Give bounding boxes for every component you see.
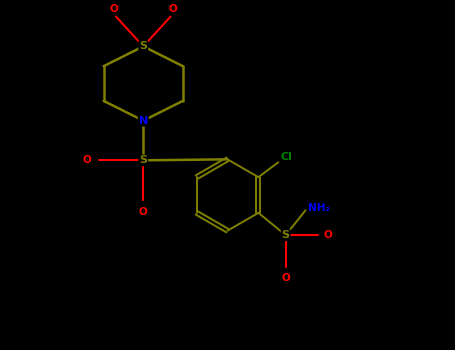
Text: N: N	[139, 116, 148, 126]
Text: O: O	[281, 273, 290, 283]
Text: NH₂: NH₂	[308, 203, 330, 213]
Text: S: S	[282, 230, 290, 240]
Text: O: O	[82, 155, 91, 165]
Text: S: S	[139, 155, 147, 165]
Text: S: S	[139, 41, 147, 51]
Text: Cl: Cl	[281, 152, 293, 162]
Text: O: O	[109, 4, 118, 14]
Text: O: O	[139, 208, 147, 217]
Text: O: O	[324, 230, 333, 240]
Text: O: O	[169, 4, 177, 14]
